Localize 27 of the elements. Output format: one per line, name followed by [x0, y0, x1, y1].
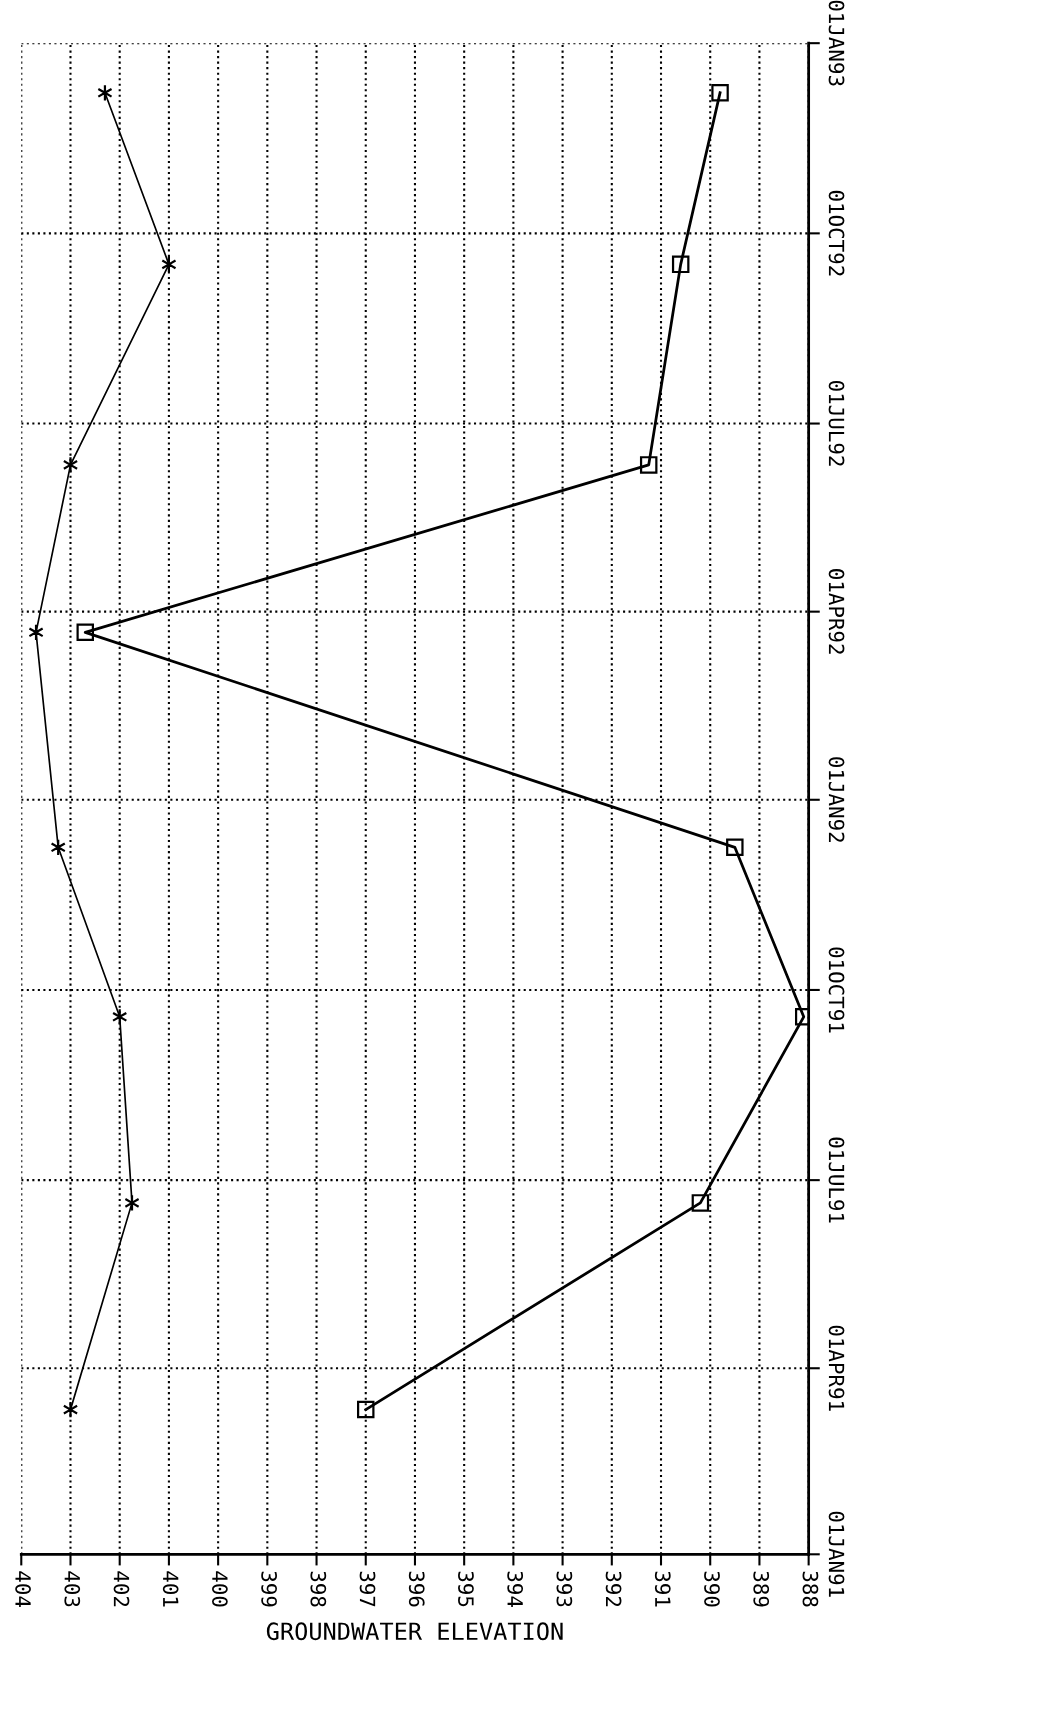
x-tick-label: 402: [113, 1571, 130, 1607]
x-tick-label: 390: [704, 1571, 720, 1607]
x-tick-label: 403: [64, 1571, 81, 1607]
x-tick-label: 400: [212, 1571, 228, 1607]
y-tick-label: 01APR92: [828, 569, 845, 654]
y-tick-label: 01JUL91: [828, 1137, 845, 1223]
y-tick-label: 01JAN93: [828, 0, 845, 86]
y-tick-label: 01JAN91: [828, 1511, 845, 1597]
x-tick-label: 399: [261, 1571, 277, 1607]
x-tick-label: 401: [162, 1571, 179, 1607]
x-tick-label: 389: [753, 1571, 770, 1607]
x-tick-label: 398: [310, 1571, 327, 1607]
x-tick-label: 395: [458, 1571, 474, 1607]
x-tick-label: 391: [654, 1571, 671, 1607]
y-tick-label: 01OCT91: [828, 947, 845, 1033]
y-tick-label: 01OCT92: [828, 190, 845, 276]
x-tick-label: 396: [408, 1571, 425, 1607]
y-tick-label: 01JAN92: [828, 757, 845, 842]
x-axis-title: GROUNDWATER ELEVATION: [266, 1622, 563, 1641]
x-tick-label: 393: [556, 1571, 573, 1607]
x-tick-label: 397: [359, 1571, 376, 1607]
x-tick-label: 388: [802, 1571, 819, 1607]
x-tick-label: 394: [507, 1571, 524, 1607]
x-tick-label: 404: [15, 1571, 31, 1607]
x-tick-label: 392: [605, 1571, 622, 1607]
y-tick-label: 01JUL92: [828, 381, 845, 466]
y-tick-label: 01APR91: [828, 1325, 845, 1411]
